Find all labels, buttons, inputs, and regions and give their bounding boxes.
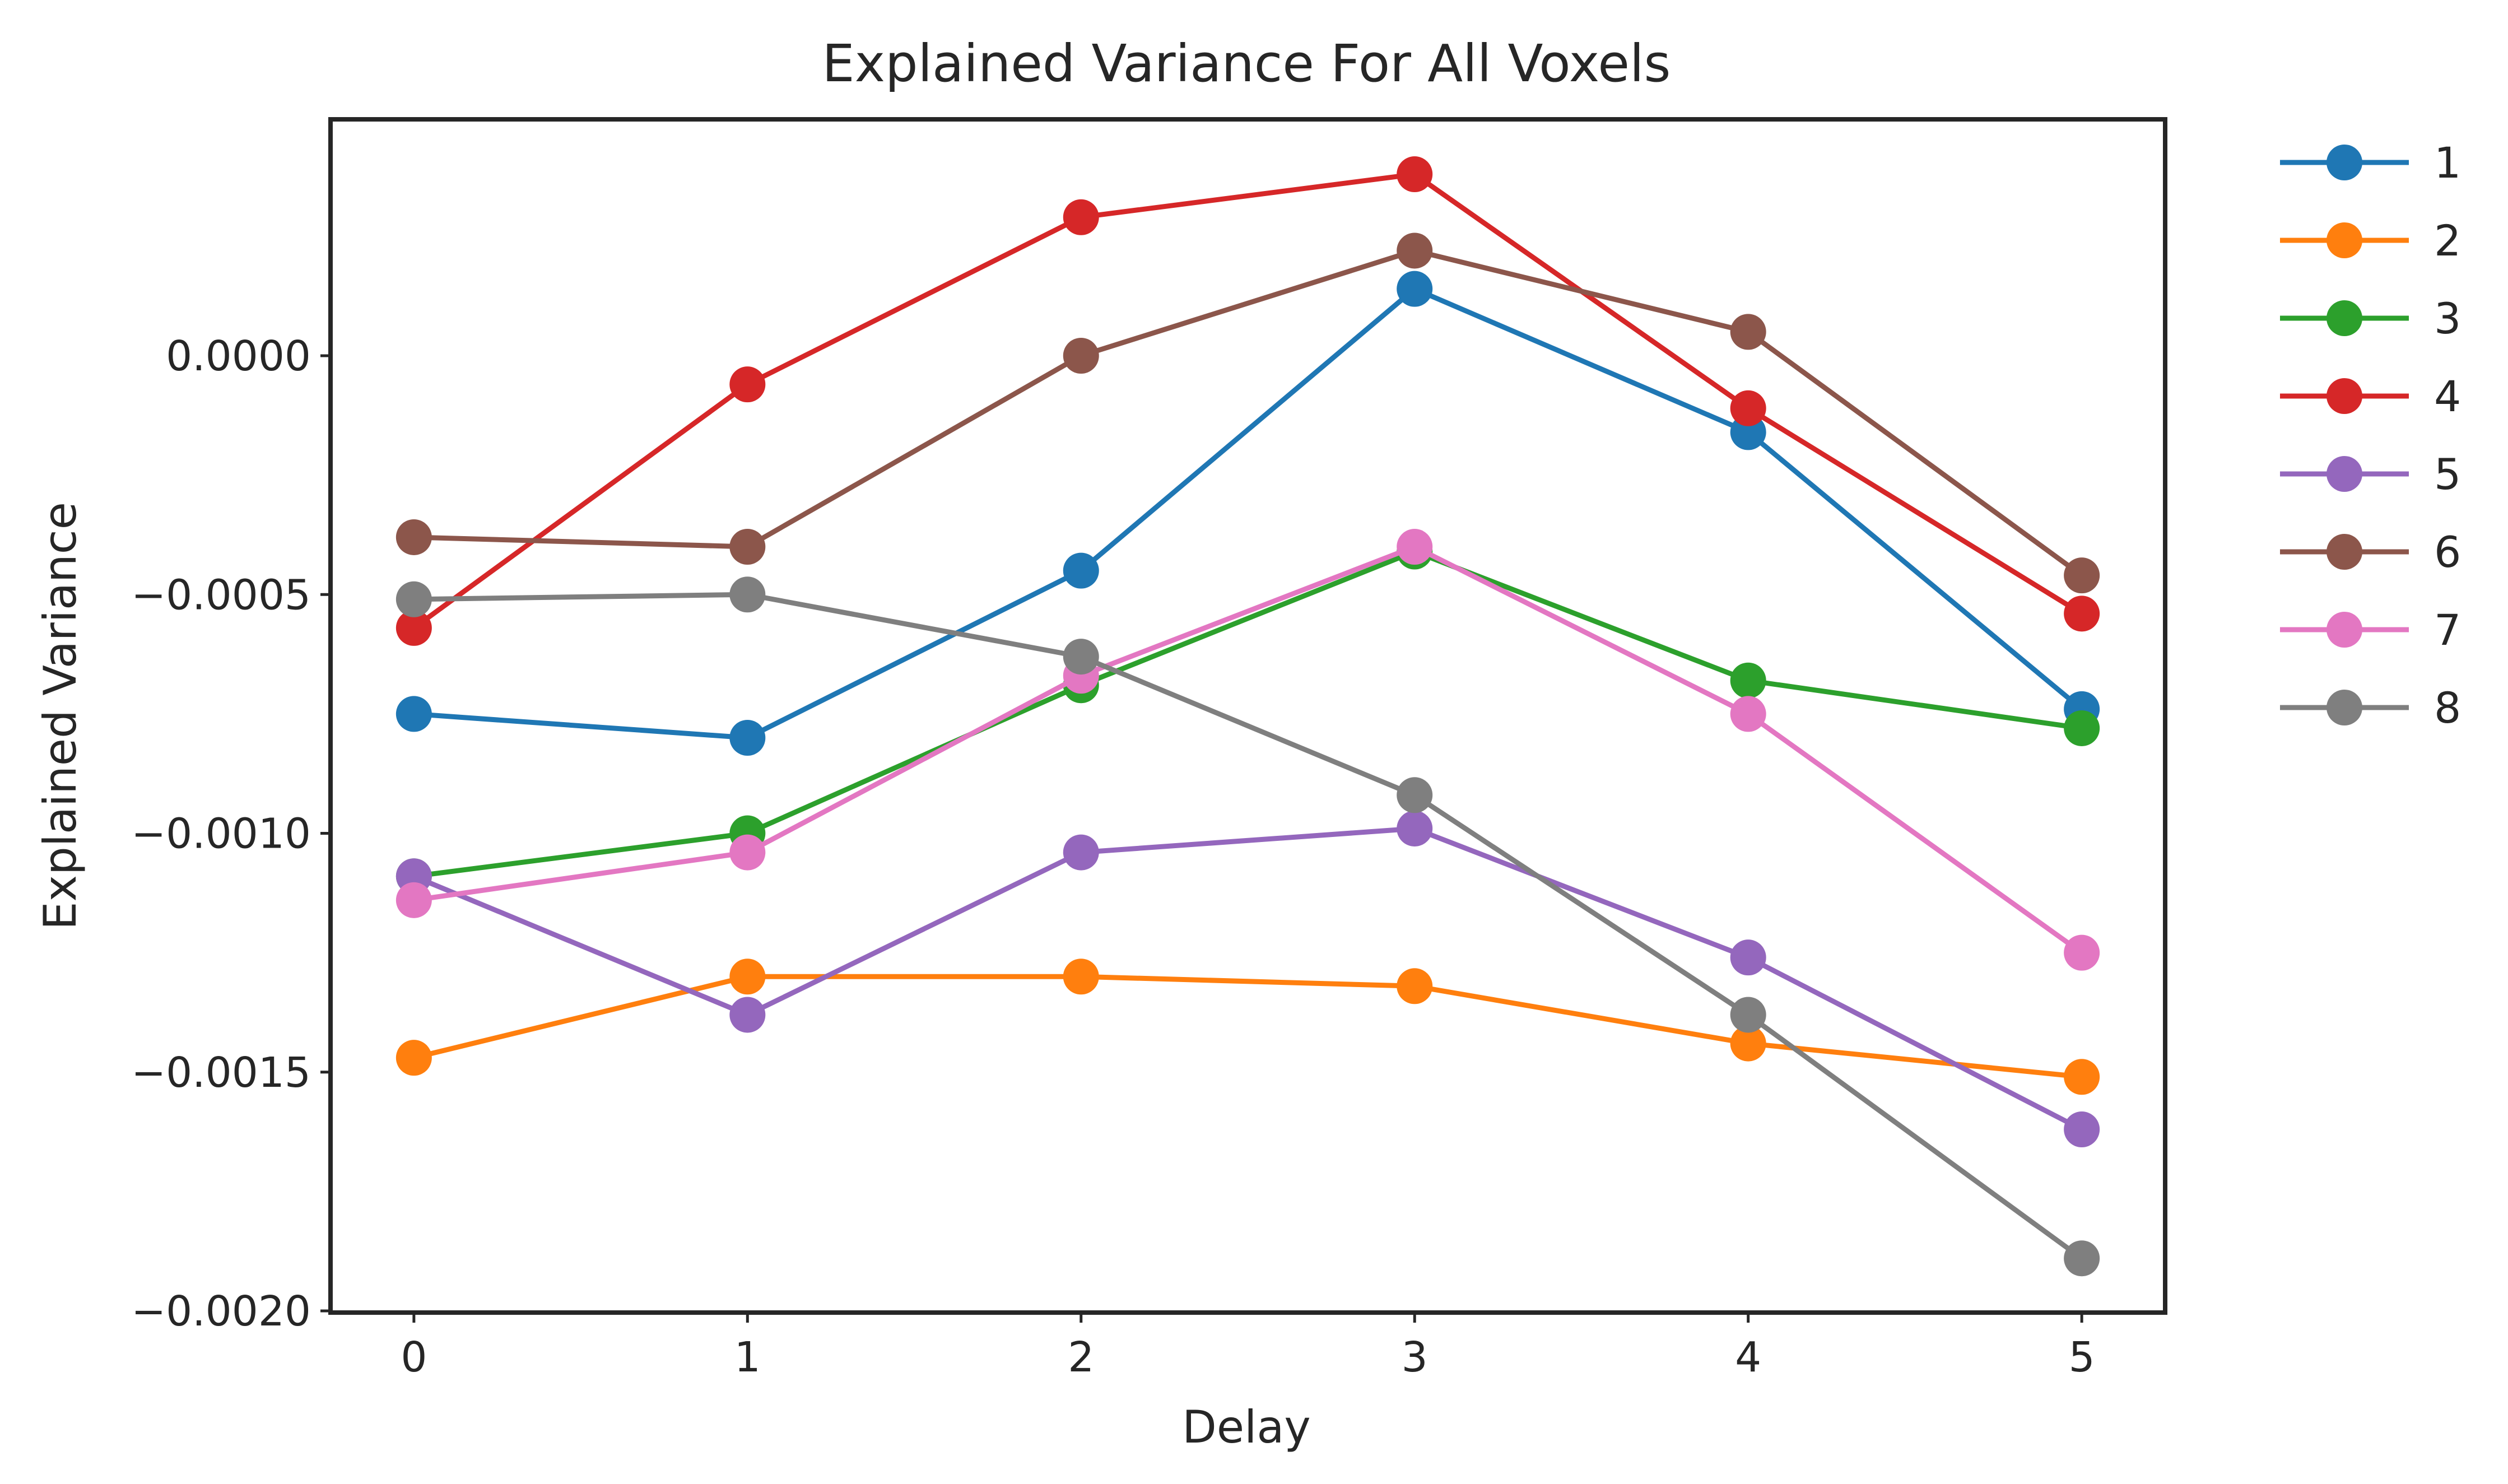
legend-entry: 5	[2280, 449, 2461, 499]
data-point	[2064, 557, 2100, 594]
data-point	[1397, 232, 1433, 269]
legend-label: 8	[2434, 683, 2461, 733]
y-tick-label: −0.0005	[131, 571, 311, 619]
legend-label: 2	[2434, 216, 2461, 266]
legend-label: 4	[2434, 371, 2461, 421]
legend-entry: 7	[2280, 605, 2461, 655]
legend-entry: 2	[2280, 216, 2461, 266]
data-point	[395, 696, 432, 732]
series-line	[411, 592, 2084, 1261]
data-point	[395, 519, 432, 555]
x-tick-label: 4	[1735, 1333, 1761, 1381]
legend-label: 7	[2434, 605, 2461, 655]
y-axis-ticks: 0.0000 −0.0005 −0.0010 −0.0015 −0.0020	[131, 332, 331, 1336]
series-line	[411, 974, 2084, 1080]
data-point	[395, 610, 432, 646]
data-point	[1063, 639, 1099, 675]
legend-entry: 1	[2280, 138, 2461, 188]
series-line	[411, 248, 2084, 578]
data-point	[729, 529, 766, 565]
legend-marker	[2326, 300, 2362, 336]
x-tick-label: 2	[1068, 1333, 1094, 1381]
y-tick-label: 0.0000	[166, 332, 311, 380]
chart-title: Explained Variance For All Voxels	[822, 34, 1671, 94]
data-point	[2064, 934, 2100, 971]
series-1	[395, 271, 2100, 756]
y-tick-label: −0.0010	[131, 810, 311, 858]
data-point	[1397, 156, 1433, 193]
legend-marker	[2326, 378, 2362, 414]
y-tick-label: −0.0015	[131, 1049, 311, 1097]
series-line	[411, 286, 2084, 741]
series-7	[395, 529, 2100, 971]
series-8	[395, 576, 2100, 1277]
legend-label: 5	[2434, 449, 2461, 499]
x-axis-ticks: 0 1 2 3 4 5	[401, 1313, 2095, 1381]
data-point	[1397, 529, 1433, 565]
data-point	[1063, 552, 1099, 589]
plot-area	[395, 156, 2100, 1277]
data-point	[2064, 710, 2100, 746]
data-point	[1063, 834, 1099, 871]
axes-frame	[328, 117, 2167, 1315]
data-point	[2064, 1111, 2100, 1148]
data-point	[1730, 390, 1766, 426]
legend: 1 2 3 4 5 6 7 8	[2280, 138, 2461, 733]
data-point	[1730, 696, 1766, 732]
legend-entry: 3	[2280, 294, 2461, 343]
series-6	[395, 232, 2100, 594]
legend-marker	[2326, 222, 2362, 258]
y-tick-label: −0.0020	[131, 1287, 311, 1336]
legend-label: 3	[2434, 294, 2461, 343]
y-axis-label: Explained Variance	[34, 502, 86, 930]
data-point	[2064, 1240, 2100, 1277]
legend-label: 1	[2434, 138, 2461, 188]
data-point	[2064, 596, 2100, 632]
legend-label: 6	[2434, 527, 2461, 577]
data-point	[729, 997, 766, 1033]
data-point	[1063, 959, 1099, 995]
series-line	[411, 544, 2084, 956]
data-point	[1730, 662, 1766, 699]
x-tick-label: 3	[1402, 1333, 1428, 1381]
data-point	[1730, 314, 1766, 350]
series-line	[411, 171, 2084, 631]
x-axis-label: Delay	[1182, 1401, 1310, 1453]
data-point	[395, 581, 432, 617]
data-point	[1063, 338, 1099, 374]
series-line	[411, 549, 2084, 879]
data-point	[1063, 199, 1099, 235]
legend-entry: 6	[2280, 527, 2461, 577]
data-point	[1397, 777, 1433, 813]
data-point	[1730, 1025, 1766, 1062]
data-point	[1397, 968, 1433, 1004]
data-point	[729, 834, 766, 871]
x-tick-label: 5	[2069, 1333, 2095, 1381]
data-point	[1730, 997, 1766, 1033]
series-4	[395, 156, 2100, 646]
data-point	[729, 576, 766, 613]
data-point	[729, 366, 766, 403]
series-line	[411, 826, 2084, 1132]
legend-marker	[2326, 534, 2362, 570]
data-point	[395, 882, 432, 918]
data-point	[2064, 1059, 2100, 1095]
legend-entry: 8	[2280, 683, 2461, 733]
legend-marker	[2326, 612, 2362, 648]
data-point	[1397, 271, 1433, 307]
data-point	[1730, 939, 1766, 976]
series-2	[395, 959, 2100, 1095]
data-point	[1397, 810, 1433, 846]
legend-marker	[2326, 690, 2362, 725]
legend-entry: 4	[2280, 371, 2461, 421]
data-point	[729, 720, 766, 756]
data-point	[729, 959, 766, 995]
x-tick-label: 1	[734, 1333, 761, 1381]
data-point	[395, 1040, 432, 1076]
legend-marker	[2326, 456, 2362, 492]
x-tick-label: 0	[401, 1333, 427, 1381]
legend-marker	[2326, 145, 2362, 180]
